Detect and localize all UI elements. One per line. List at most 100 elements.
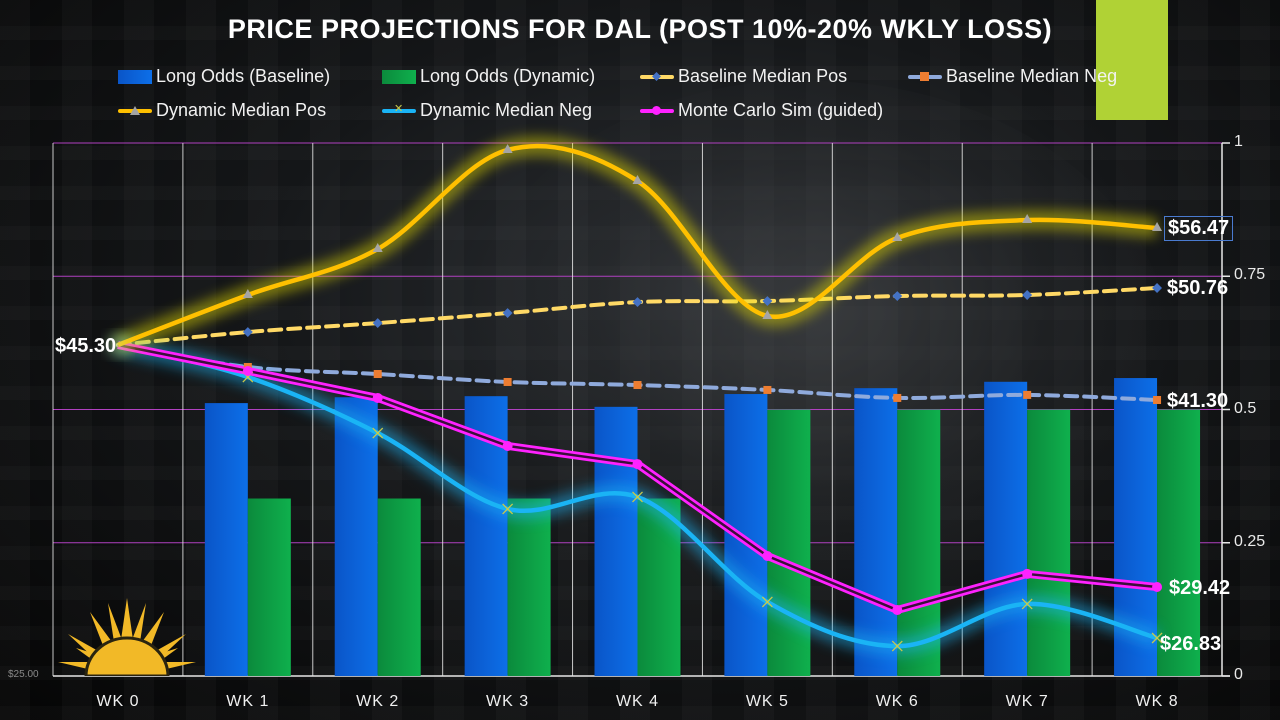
bar-long-odds-baseline <box>204 403 248 676</box>
circle-marker <box>502 440 513 451</box>
legend-label: Monte Carlo Sim (guided) <box>678 100 884 120</box>
square-marker <box>763 385 772 394</box>
x-axis-tick-label: WK 3 <box>486 693 530 710</box>
x-marker-icon: ✕ <box>394 102 404 115</box>
legend-item-monte-carlo: Monte Carlo Sim (guided) <box>640 100 883 121</box>
legend-label: Dynamic Median Neg <box>420 100 593 120</box>
circle-marker <box>762 550 773 561</box>
right-axis-tick-label: 0.5 <box>1234 399 1257 417</box>
legend-swatch-dashed-line <box>908 70 942 84</box>
right-axis-tick-label: 0 <box>1234 666 1243 683</box>
square-marker <box>1023 390 1032 399</box>
x-axis-tick-label: WK 8 <box>1135 693 1179 710</box>
legend-swatch-double-line <box>640 104 674 118</box>
triangle-marker <box>762 309 773 319</box>
start-point-glow <box>105 333 130 357</box>
diamond-marker <box>632 297 643 308</box>
chart-title: PRICE PROJECTIONS FOR DAL (POST 10%-20% … <box>227 14 1053 44</box>
legend-item-dynamic-median-neg: ✕ Dynamic Median Neg <box>382 100 592 121</box>
circle-marker <box>1152 582 1163 592</box>
circle-marker <box>372 392 383 403</box>
bar-long-odds-dynamic <box>1157 409 1201 676</box>
bar-long-odds-baseline <box>854 388 898 676</box>
x-marker <box>1151 632 1163 644</box>
diamond-marker <box>1022 290 1033 300</box>
legend-item-long-odds-baseline: Long Odds (Baseline) <box>118 66 330 87</box>
x-marker <box>372 427 384 439</box>
circle-marker <box>892 605 903 616</box>
legend-item-baseline-median-pos: Baseline Median Pos <box>640 66 847 87</box>
diamond-marker <box>372 318 383 329</box>
diamond-marker <box>502 308 513 319</box>
accent-block <box>1096 0 1168 120</box>
x-marker <box>502 503 514 515</box>
x-marker <box>632 491 643 503</box>
diamond-marker <box>762 296 773 306</box>
dynamic-median-neg-end-label: $26.83 <box>1160 633 1222 655</box>
monte-carlo-end-label: $29.42 <box>1169 577 1231 599</box>
triangle-marker <box>1152 222 1163 231</box>
square-marker <box>373 370 382 379</box>
square-marker <box>893 393 902 402</box>
legend-label: Long Odds (Dynamic) <box>420 66 596 86</box>
square-marker-icon <box>920 71 929 81</box>
legend-label: Baseline Median Pos <box>678 66 848 86</box>
x-axis-tick-label: WK 2 <box>356 693 400 710</box>
dynamic-median-pos-end-label: $56.47 <box>1164 216 1234 241</box>
bar-long-odds-dynamic <box>377 498 421 676</box>
line-dynamic-median-pos <box>117 143 1158 348</box>
circle-marker <box>632 459 643 470</box>
legend-label: Baseline Median Neg <box>946 66 1118 86</box>
triangle-marker <box>892 231 903 241</box>
circle-marker <box>242 365 253 376</box>
diamond-marker <box>1152 283 1163 293</box>
legend-swatch-dashed-line <box>640 70 674 84</box>
square-marker <box>503 377 512 386</box>
diamond-marker <box>242 327 253 338</box>
x-marker <box>1021 598 1033 610</box>
bar-series <box>204 378 1201 676</box>
bar-long-odds-baseline <box>594 406 638 676</box>
right-axis-tick-label: 0.75 <box>1234 266 1266 284</box>
sun-logo-icon <box>58 598 196 676</box>
x-axis-tick-label: WK 7 <box>1005 693 1049 710</box>
legend-item-baseline-median-neg: Baseline Median Neg <box>908 66 1117 87</box>
x-axis-tick-label: WK 6 <box>875 693 919 710</box>
square-marker <box>633 381 642 390</box>
baseline-median-pos-end-label: $50.76 <box>1167 277 1229 299</box>
x-marker <box>761 596 773 608</box>
x-axis-tick-label: WK 5 <box>745 693 789 710</box>
bar-long-odds-dynamic <box>247 498 291 676</box>
bar-long-odds-dynamic <box>767 409 811 676</box>
square-marker <box>1153 396 1162 404</box>
triangle-marker-icon <box>130 105 140 115</box>
x-axis-tick-label: WK 4 <box>615 693 660 710</box>
circle-marker <box>1022 568 1033 579</box>
legend-swatch-green-bar <box>382 69 416 84</box>
triangle-marker <box>242 288 253 298</box>
x-axis-tick-label: WK 0 <box>96 693 140 710</box>
x-axis-tick-label: WK 1 <box>226 693 270 710</box>
right-axis-tick-label: 0.25 <box>1234 532 1266 550</box>
price-axis-min-label: $25.00 <box>8 669 39 680</box>
legend-item-long-odds-dynamic: Long Odds (Dynamic) <box>382 66 595 87</box>
triangle-marker <box>1022 214 1033 224</box>
circle-marker-icon <box>652 105 661 115</box>
bar-long-odds-baseline <box>334 397 378 676</box>
triangle-marker <box>632 175 643 185</box>
chart-legend: Long Odds (Baseline) Long Odds (Dynamic)… <box>0 0 1280 130</box>
bar-long-odds-dynamic <box>507 498 551 676</box>
line-markers <box>105 143 1163 652</box>
legend-swatch-blue-bar <box>118 69 152 84</box>
baseline-median-neg-end-label: $41.30 <box>1167 390 1229 412</box>
right-axis-tick-label: 1 <box>1234 133 1243 150</box>
triangle-marker <box>372 243 383 253</box>
legend-item-dynamic-median-pos: Dynamic Median Pos <box>118 100 326 121</box>
bar-long-odds-baseline <box>984 381 1028 676</box>
legend-label: Long Odds (Baseline) <box>156 66 331 86</box>
triangle-marker <box>502 143 513 153</box>
bar-long-odds-dynamic <box>1027 409 1071 676</box>
legend-swatch-line: ✕ <box>382 102 416 118</box>
legend-swatch-line <box>118 104 152 118</box>
